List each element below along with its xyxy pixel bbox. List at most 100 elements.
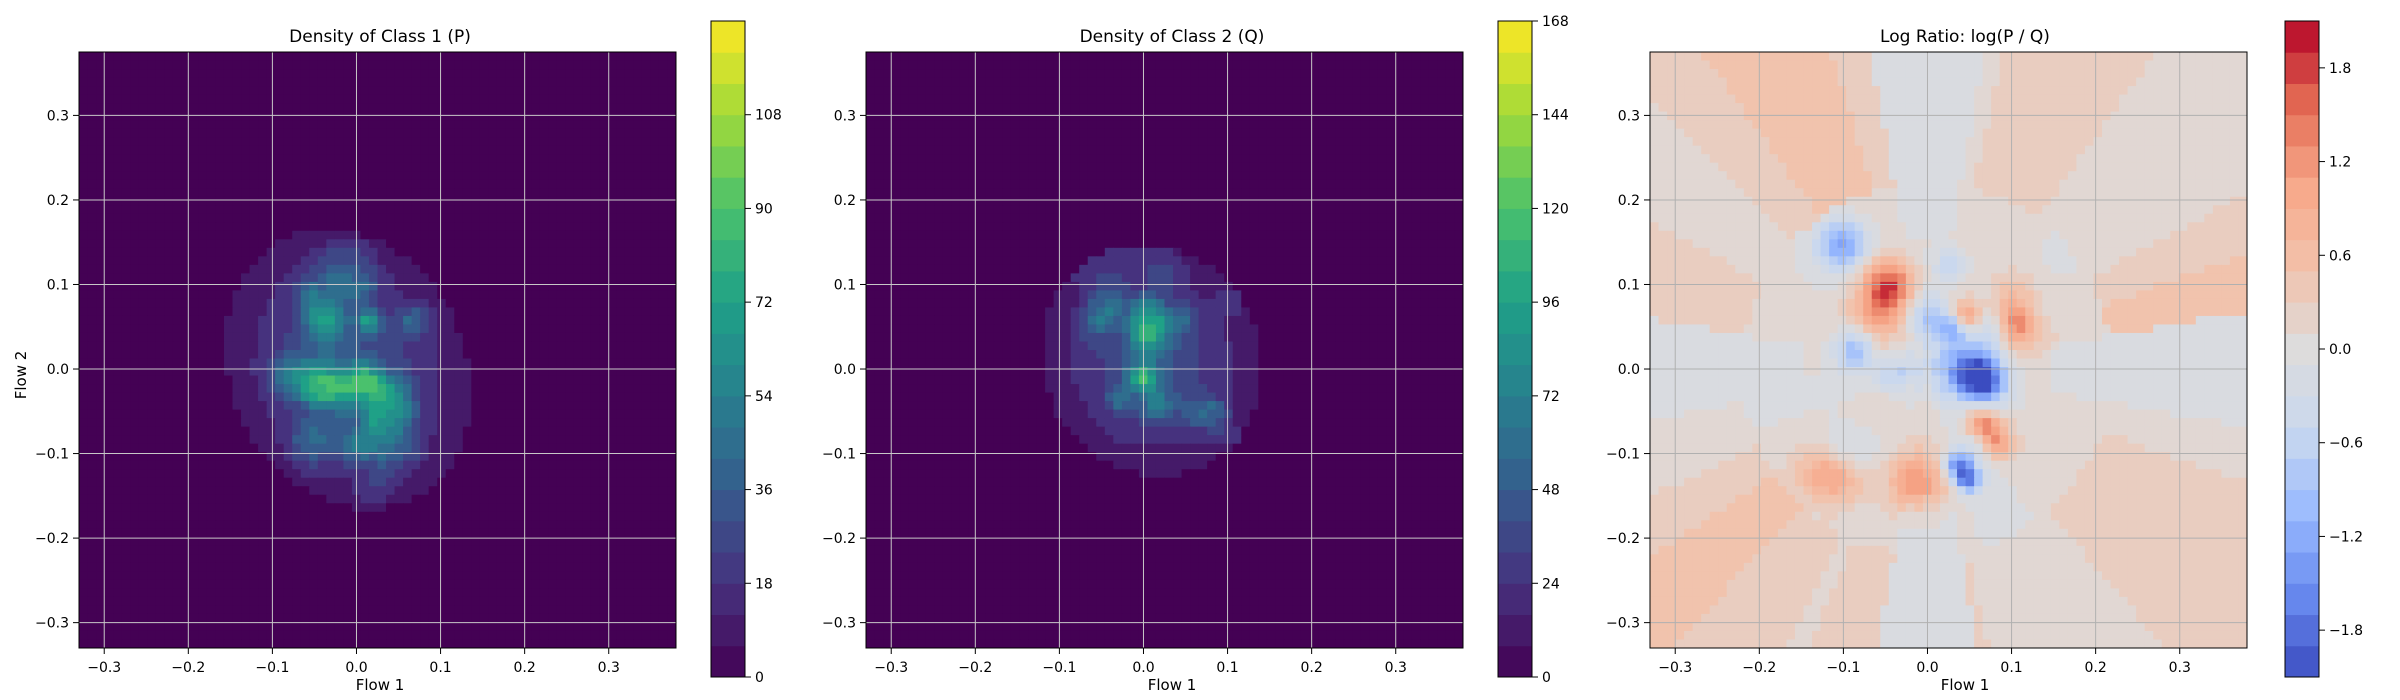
heatmap-cell — [607, 554, 617, 564]
heatmap-cell — [522, 469, 532, 479]
heatmap-cell — [198, 290, 208, 300]
heatmap-cell — [403, 137, 413, 147]
heatmap-cell — [633, 384, 643, 394]
heatmap-cell — [360, 154, 370, 164]
heatmap-cell — [488, 579, 498, 589]
heatmap-cell — [79, 52, 89, 62]
heatmap-cell — [147, 605, 157, 615]
heatmap-cell — [471, 571, 481, 581]
heatmap-cell — [607, 350, 617, 360]
heatmap-cell — [113, 622, 123, 632]
heatmap-cell — [377, 256, 387, 266]
heatmap-cell — [377, 367, 387, 377]
heatmap-cell — [616, 460, 626, 470]
heatmap-cell — [471, 111, 481, 121]
heatmap-cell — [360, 596, 370, 607]
heatmap-cell — [556, 307, 566, 317]
heatmap-cell — [317, 460, 327, 470]
heatmap-cell — [377, 307, 387, 317]
heatmap-cell — [462, 392, 472, 402]
heatmap-cell — [283, 477, 293, 487]
heatmap-cell — [368, 350, 379, 360]
heatmap-cell — [147, 128, 157, 138]
heatmap-cell — [650, 103, 660, 113]
heatmap-cell — [326, 443, 336, 453]
heatmap-cell — [522, 605, 532, 615]
heatmap-cell — [87, 52, 97, 62]
heatmap-cell — [172, 213, 182, 223]
heatmap-cell — [590, 511, 600, 521]
heatmap-cell — [667, 341, 676, 351]
heatmap-cell — [377, 77, 387, 87]
heatmap-cell — [633, 264, 643, 274]
heatmap-cell — [471, 511, 481, 521]
heatmap-cell — [172, 639, 182, 648]
heatmap-cell — [650, 145, 660, 155]
heatmap-cell — [104, 452, 114, 462]
heatmap-cell — [258, 179, 268, 189]
heatmap-cell — [198, 239, 208, 249]
heatmap-cell — [624, 290, 634, 300]
heatmap-cell — [377, 426, 387, 436]
heatmap-cell — [386, 77, 396, 87]
heatmap-cell — [206, 94, 217, 104]
heatmap-cell — [488, 111, 498, 121]
heatmap-cell — [658, 469, 669, 479]
heatmap-cell — [96, 579, 106, 589]
heatmap-cell — [650, 350, 660, 360]
heatmap-cell — [548, 60, 558, 70]
heatmap-cell — [96, 315, 106, 326]
heatmap-cell — [79, 94, 89, 104]
heatmap-cell — [283, 179, 293, 189]
heatmap-cell — [147, 162, 157, 172]
heatmap-cell — [104, 341, 114, 351]
heatmap-cell — [275, 60, 285, 70]
heatmap-cell — [437, 145, 447, 155]
heatmap-cell — [582, 435, 592, 445]
heatmap-cell — [258, 613, 268, 624]
heatmap-cell — [275, 324, 285, 334]
heatmap-cell — [181, 435, 191, 445]
heatmap-cell — [343, 613, 353, 624]
heatmap-cell — [488, 613, 498, 624]
heatmap-cell — [292, 188, 302, 198]
heatmap-cell — [607, 511, 617, 521]
heatmap-cell — [607, 196, 617, 206]
heatmap-cell — [79, 579, 89, 589]
heatmap-cell — [87, 596, 97, 607]
heatmap-cell — [155, 596, 165, 607]
heatmap-cell — [624, 86, 634, 96]
heatmap-cell — [403, 452, 413, 462]
heatmap-cell — [283, 503, 293, 513]
heatmap-cell — [164, 69, 174, 79]
heatmap-cell — [471, 60, 481, 70]
heatmap-cell — [130, 307, 140, 317]
heatmap-cell — [275, 392, 285, 402]
heatmap-cell — [87, 426, 97, 436]
heatmap-cell — [471, 350, 481, 360]
heatmap-cell — [130, 409, 140, 419]
heatmap-cell — [428, 77, 438, 87]
heatmap-cell — [616, 622, 626, 632]
heatmap-cell — [326, 605, 336, 615]
heatmap-cell — [343, 188, 353, 198]
heatmap-cell — [556, 367, 566, 377]
heatmap-cell — [496, 162, 507, 172]
heatmap-cell — [573, 52, 583, 62]
heatmap-cell — [172, 409, 182, 419]
heatmap-cell — [488, 520, 498, 530]
heatmap-cell — [582, 179, 592, 189]
heatmap-cell — [215, 486, 225, 496]
heatmap-cell — [641, 103, 652, 113]
heatmap-cell — [616, 392, 626, 402]
heatmap-cell — [334, 60, 344, 70]
heatmap-cell — [223, 137, 234, 147]
heatmap-cell — [445, 375, 455, 385]
heatmap-cell — [590, 435, 600, 445]
heatmap-cell — [147, 588, 157, 598]
heatmap-cell — [172, 273, 182, 283]
heatmap-cell — [258, 435, 268, 445]
heatmap-cell — [360, 545, 370, 555]
heatmap-cell — [556, 179, 566, 189]
heatmap-cell — [411, 418, 421, 428]
